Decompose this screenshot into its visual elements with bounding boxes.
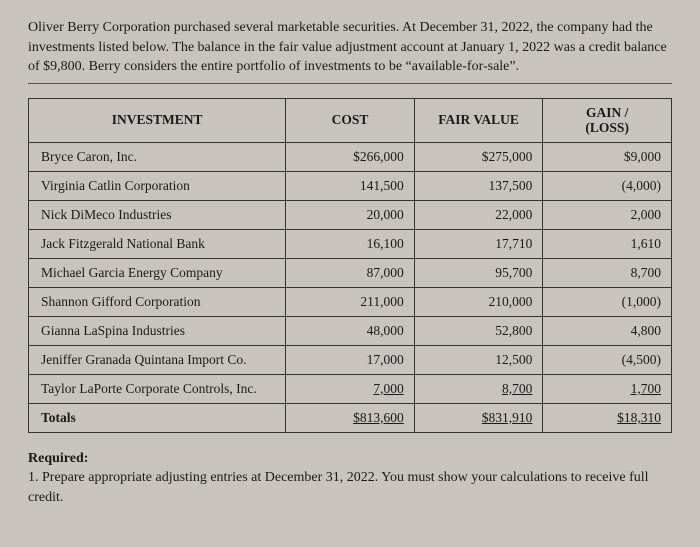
col-cost: COST (286, 98, 415, 142)
totals-row: Totals $813,600 $831,910 $18,310 (29, 403, 672, 432)
inv-name: Taylor LaPorte Corporate Controls, Inc. (29, 374, 286, 403)
inv-cost: 211,000 (286, 287, 415, 316)
table-row: Shannon Gifford Corporation 211,000 210,… (29, 287, 672, 316)
inv-cost: 87,000 (286, 258, 415, 287)
inv-gl: 1,610 (543, 229, 672, 258)
inv-cost: 17,000 (286, 345, 415, 374)
inv-name: Jeniffer Granada Quintana Import Co. (29, 345, 286, 374)
inv-cost: 16,100 (286, 229, 415, 258)
inv-name: Nick DiMeco Industries (29, 200, 286, 229)
totals-cost: $813,600 (286, 403, 415, 432)
table-row: Taylor LaPorte Corporate Controls, Inc. … (29, 374, 672, 403)
inv-fair: 17,710 (414, 229, 543, 258)
inv-fair: 8,700 (414, 374, 543, 403)
inv-fair: 95,700 (414, 258, 543, 287)
inv-cost: 7,000 (286, 374, 415, 403)
col-gain-loss: GAIN / (LOSS) (543, 98, 672, 142)
inv-fair: 22,000 (414, 200, 543, 229)
totals-gl: $18,310 (543, 403, 672, 432)
inv-name: Virginia Catlin Corporation (29, 171, 286, 200)
table-row: Gianna LaSpina Industries 48,000 52,800 … (29, 316, 672, 345)
table-row: Michael Garcia Energy Company 87,000 95,… (29, 258, 672, 287)
inv-gl: 2,000 (543, 200, 672, 229)
totals-label: Totals (29, 403, 286, 432)
required-item-1: 1. Prepare appropriate adjusting entries… (28, 470, 649, 505)
inv-gl: 1,700 (543, 374, 672, 403)
inv-name: Jack Fitzgerald National Bank (29, 229, 286, 258)
inv-gl: $9,000 (543, 142, 672, 171)
inv-cost: 48,000 (286, 316, 415, 345)
table-header-row: INVESTMENT COST FAIR VALUE GAIN / (LOSS) (29, 98, 672, 142)
inv-fair: 52,800 (414, 316, 543, 345)
col-fair-value: FAIR VALUE (414, 98, 543, 142)
table-row: Jeniffer Granada Quintana Import Co. 17,… (29, 345, 672, 374)
totals-fair: $831,910 (414, 403, 543, 432)
inv-cost: 20,000 (286, 200, 415, 229)
inv-gl: (4,500) (543, 345, 672, 374)
inv-fair: 210,000 (414, 287, 543, 316)
inv-name: Shannon Gifford Corporation (29, 287, 286, 316)
required-header: Required: (28, 451, 88, 466)
inv-name: Gianna LaSpina Industries (29, 316, 286, 345)
table-row: Nick DiMeco Industries 20,000 22,000 2,0… (29, 200, 672, 229)
gain-loss-line1: GAIN / (586, 105, 628, 120)
inv-cost: 141,500 (286, 171, 415, 200)
required-section: Required: 1. Prepare appropriate adjusti… (28, 449, 672, 508)
col-investment: INVESTMENT (29, 98, 286, 142)
table-row: Jack Fitzgerald National Bank 16,100 17,… (29, 229, 672, 258)
inv-gl: 8,700 (543, 258, 672, 287)
divider (28, 83, 672, 84)
inv-name: Michael Garcia Energy Company (29, 258, 286, 287)
inv-gl: 4,800 (543, 316, 672, 345)
table-row: Virginia Catlin Corporation 141,500 137,… (29, 171, 672, 200)
inv-fair: $275,000 (414, 142, 543, 171)
gain-loss-line2: (LOSS) (585, 120, 629, 135)
inv-gl: (1,000) (543, 287, 672, 316)
inv-name: Bryce Caron, Inc. (29, 142, 286, 171)
inv-fair: 12,500 (414, 345, 543, 374)
table-row: Bryce Caron, Inc. $266,000 $275,000 $9,0… (29, 142, 672, 171)
inv-gl: (4,000) (543, 171, 672, 200)
inv-fair: 137,500 (414, 171, 543, 200)
intro-paragraph: Oliver Berry Corporation purchased sever… (28, 18, 672, 77)
inv-cost: $266,000 (286, 142, 415, 171)
investments-table: INVESTMENT COST FAIR VALUE GAIN / (LOSS)… (28, 98, 672, 433)
